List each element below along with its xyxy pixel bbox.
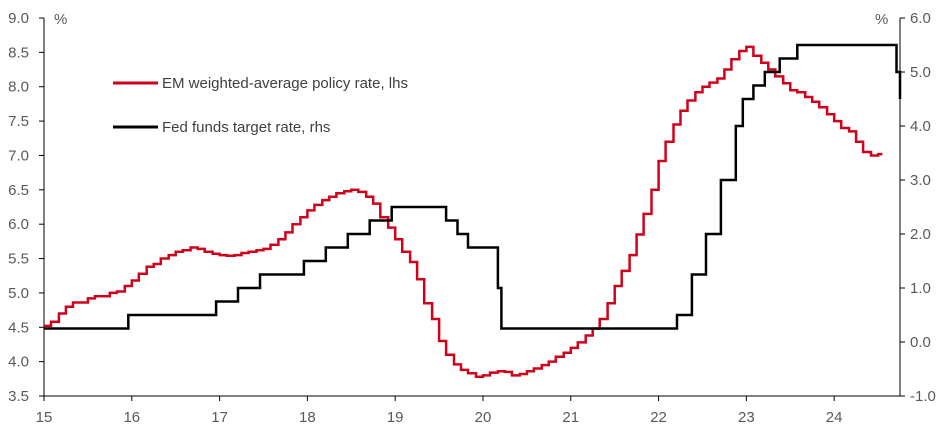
right-tick-label: 1.0 bbox=[910, 280, 931, 297]
fed-funds-rate-line bbox=[44, 43, 902, 330]
x-tick-label: 20 bbox=[475, 409, 492, 426]
em-policy-rate-line bbox=[44, 45, 883, 379]
left-tick-label: 5.5 bbox=[8, 251, 29, 268]
left-tick-label: 8.0 bbox=[8, 79, 29, 96]
left-tick-label: 4.0 bbox=[8, 354, 29, 371]
x-tick-label: 16 bbox=[123, 409, 140, 426]
x-tick-label: 18 bbox=[299, 409, 316, 426]
left-tick-label: 9.0 bbox=[8, 10, 29, 27]
x-tick-label: 22 bbox=[650, 409, 667, 426]
x-tick-label: 23 bbox=[738, 409, 755, 426]
series-layer bbox=[44, 43, 902, 379]
left-tick-label: 5.0 bbox=[8, 285, 29, 302]
x-tick-label: 15 bbox=[36, 409, 53, 426]
right-tick-label: -1.0 bbox=[910, 388, 936, 405]
legend-label-fed-funds: Fed funds target rate, rhs bbox=[162, 119, 330, 136]
legend-label-em-rate: EM weighted-average policy rate, lhs bbox=[162, 75, 408, 92]
left-axis-unit: % bbox=[54, 11, 67, 28]
right-tick-label: 2.0 bbox=[910, 226, 931, 243]
legend: EM weighted-average policy rate, lhs Fed… bbox=[113, 75, 408, 136]
legend-item-em-rate: EM weighted-average policy rate, lhs bbox=[113, 75, 408, 92]
right-tick-label: 5.0 bbox=[910, 64, 931, 81]
left-axis: 3.5 4.0 4.5 5.0 5.5 6.0 6.5 7.0 7.5 8.0 8.5 9.0 % bbox=[8, 10, 67, 405]
right-tick-label: 6.0 bbox=[910, 10, 931, 27]
left-tick-label: 8.5 bbox=[8, 44, 29, 61]
right-tick-label: 0.0 bbox=[910, 334, 931, 351]
left-tick-label: 3.5 bbox=[8, 388, 29, 405]
x-tick-label: 21 bbox=[562, 409, 579, 426]
right-axis-unit: % bbox=[875, 11, 888, 28]
x-axis: 15 16 17 18 19 20 21 22 23 24 bbox=[36, 395, 900, 426]
x-tick-label: 24 bbox=[826, 409, 843, 426]
right-axis: -1.0 0.0 1.0 2.0 3.0 4.0 5.0 6.0 % bbox=[875, 10, 936, 405]
x-tick-label: 17 bbox=[211, 409, 228, 426]
legend-item-fed-funds: Fed funds target rate, rhs bbox=[113, 119, 330, 136]
right-tick-label: 4.0 bbox=[910, 118, 931, 135]
left-tick-label: 7.5 bbox=[8, 113, 29, 130]
left-tick-label: 6.0 bbox=[8, 216, 29, 233]
x-tick-label: 19 bbox=[387, 409, 404, 426]
right-tick-label: 3.0 bbox=[910, 172, 931, 189]
left-tick-label: 7.0 bbox=[8, 147, 29, 164]
left-tick-label: 4.5 bbox=[8, 319, 29, 336]
left-tick-label: 6.5 bbox=[8, 182, 29, 199]
